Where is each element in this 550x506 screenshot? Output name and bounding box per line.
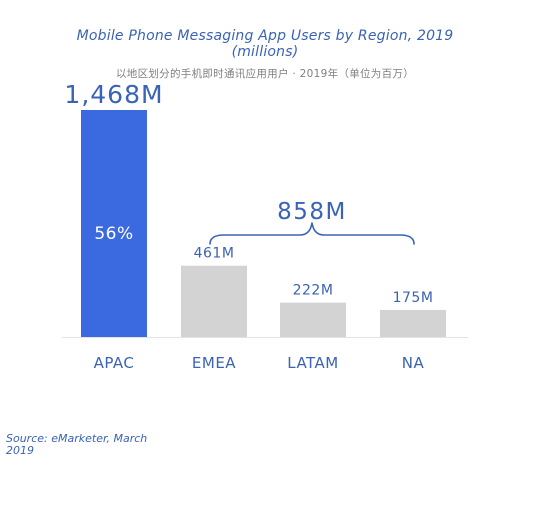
- bar-emea: [181, 265, 247, 337]
- title-line-2: (millions): [231, 44, 299, 60]
- group-bracket: [209, 222, 415, 245]
- category-label-apac: APAC: [94, 354, 135, 372]
- chart-subtitle: 以地区划分的手机即时通讯应用用户 · 2019年（单位为百万）: [115, 68, 415, 80]
- category-label-na: NA: [402, 354, 425, 372]
- value-label-emea: 461M: [194, 246, 235, 262]
- bar-apac: [81, 110, 147, 337]
- value-label-latam: 222M: [293, 283, 334, 299]
- bar-na: [380, 309, 446, 337]
- category-label-emea: EMEA: [192, 354, 236, 372]
- title-line-1: Mobile Phone Messaging App Users by Regi…: [76, 28, 454, 44]
- source-note: Source: eMarketer, March 2019: [6, 432, 148, 457]
- value-label-na: 175M: [393, 290, 434, 306]
- bar-latam: [280, 302, 346, 337]
- category-label-latam: LATAM: [287, 354, 339, 372]
- chart-title: Mobile Phone Messaging App Users by Regi…: [0, 28, 530, 60]
- value-label-apac: 1,468M: [64, 80, 163, 109]
- share-label: 56%: [94, 224, 133, 244]
- group-total-label: 858M: [277, 199, 347, 225]
